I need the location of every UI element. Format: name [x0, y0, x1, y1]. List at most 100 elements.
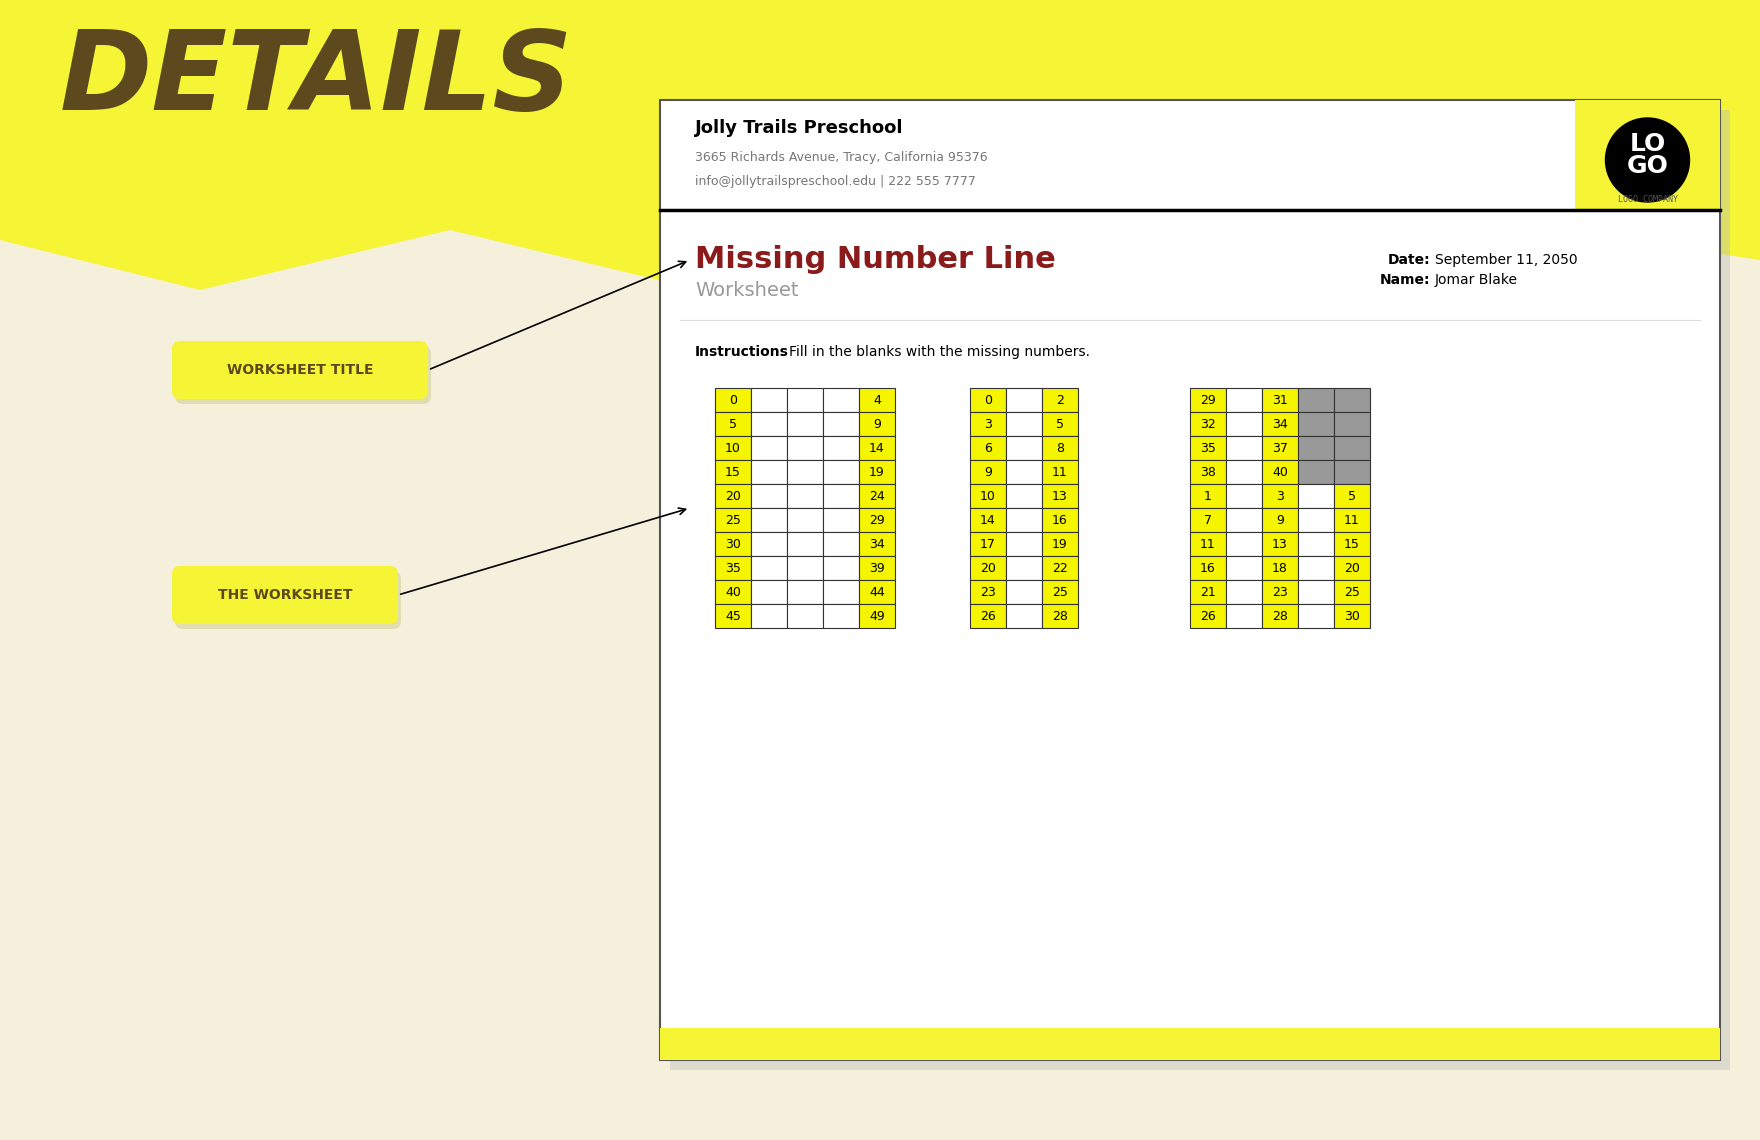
Bar [1190, 604, 1227, 628]
Text: 39: 39 [869, 562, 885, 575]
Text: 11: 11 [1052, 465, 1068, 479]
Bar [1227, 412, 1262, 435]
Text: 7: 7 [1204, 513, 1213, 527]
Bar [1190, 484, 1227, 508]
Text: 31: 31 [1272, 393, 1288, 407]
Bar [859, 580, 896, 604]
Bar [970, 508, 1007, 532]
Text: 5: 5 [1348, 489, 1355, 503]
Bar [787, 484, 824, 508]
Text: info@jollytrailspreschool.edu | 222 555 7777: info@jollytrailspreschool.edu | 222 555 … [695, 176, 975, 188]
Bar [752, 532, 787, 556]
Bar [824, 604, 859, 628]
Text: 16: 16 [1200, 562, 1216, 575]
Text: 9: 9 [984, 465, 993, 479]
Bar [1190, 388, 1227, 412]
FancyBboxPatch shape [172, 341, 428, 399]
Bar [824, 532, 859, 556]
Text: Name:: Name: [1380, 272, 1429, 287]
Bar [715, 484, 752, 508]
Bar [1190, 532, 1227, 556]
Text: 2: 2 [1056, 393, 1065, 407]
Text: Instructions: Instructions [695, 345, 788, 359]
Text: 26: 26 [980, 610, 996, 622]
Bar [1190, 580, 1227, 604]
Bar [715, 412, 752, 435]
Text: 19: 19 [869, 465, 885, 479]
Text: 25: 25 [725, 513, 741, 527]
Text: LOGO COMPANY: LOGO COMPANY [1617, 195, 1677, 204]
Text: 11: 11 [1200, 537, 1216, 551]
Bar [1262, 461, 1297, 484]
Text: : Fill in the blanks with the missing numbers.: : Fill in the blanks with the missing nu… [780, 345, 1089, 359]
Text: 15: 15 [725, 465, 741, 479]
Bar [1262, 388, 1297, 412]
Bar [1042, 461, 1077, 484]
Text: Worksheet: Worksheet [695, 280, 799, 300]
Text: 10: 10 [725, 441, 741, 455]
Bar [1042, 412, 1077, 435]
Text: 24: 24 [869, 489, 885, 503]
Bar [787, 556, 824, 580]
Bar [671, 109, 1730, 1070]
Text: Jomar Blake: Jomar Blake [1434, 272, 1517, 287]
Bar [1334, 532, 1369, 556]
Bar [1042, 604, 1077, 628]
Bar [859, 484, 896, 508]
Bar [1297, 435, 1334, 461]
Text: 20: 20 [980, 562, 996, 575]
Bar [1042, 556, 1077, 580]
Text: 20: 20 [725, 489, 741, 503]
Text: 34: 34 [1272, 417, 1288, 431]
Bar [787, 580, 824, 604]
Text: 16: 16 [1052, 513, 1068, 527]
Bar [752, 388, 787, 412]
Bar [787, 508, 824, 532]
Bar [660, 100, 1720, 1060]
Bar [1007, 435, 1042, 461]
Bar [1042, 580, 1077, 604]
Text: 44: 44 [869, 586, 885, 598]
Text: 18: 18 [1272, 562, 1288, 575]
Bar [715, 532, 752, 556]
Bar [1262, 484, 1297, 508]
Bar [1007, 461, 1042, 484]
Bar [1297, 484, 1334, 508]
Bar [1297, 508, 1334, 532]
Bar [1007, 556, 1042, 580]
Bar [752, 461, 787, 484]
Text: 14: 14 [869, 441, 885, 455]
Bar [824, 461, 859, 484]
Text: Date:: Date: [1387, 253, 1429, 267]
Text: 23: 23 [1272, 586, 1288, 598]
Bar [970, 532, 1007, 556]
Bar [787, 388, 824, 412]
Bar [715, 580, 752, 604]
Bar [1297, 388, 1334, 412]
Bar [1334, 604, 1369, 628]
Bar [787, 412, 824, 435]
Bar [859, 532, 896, 556]
Text: 13: 13 [1052, 489, 1068, 503]
Bar [715, 556, 752, 580]
Bar [1190, 412, 1227, 435]
Text: 4: 4 [873, 393, 882, 407]
Text: Missing Number Line: Missing Number Line [695, 245, 1056, 275]
Text: 9: 9 [1276, 513, 1285, 527]
Bar [1007, 388, 1042, 412]
Bar [1007, 508, 1042, 532]
Text: 32: 32 [1200, 417, 1216, 431]
Bar [752, 484, 787, 508]
Bar [1190, 508, 1227, 532]
Bar [859, 435, 896, 461]
Text: LO
GO: LO GO [1626, 132, 1668, 178]
Bar [1262, 412, 1297, 435]
Text: 49: 49 [869, 610, 885, 622]
Bar [824, 412, 859, 435]
Bar [859, 461, 896, 484]
Bar [752, 556, 787, 580]
Bar [752, 604, 787, 628]
Text: 28: 28 [1272, 610, 1288, 622]
Text: 15: 15 [1345, 537, 1360, 551]
Circle shape [1605, 119, 1690, 202]
